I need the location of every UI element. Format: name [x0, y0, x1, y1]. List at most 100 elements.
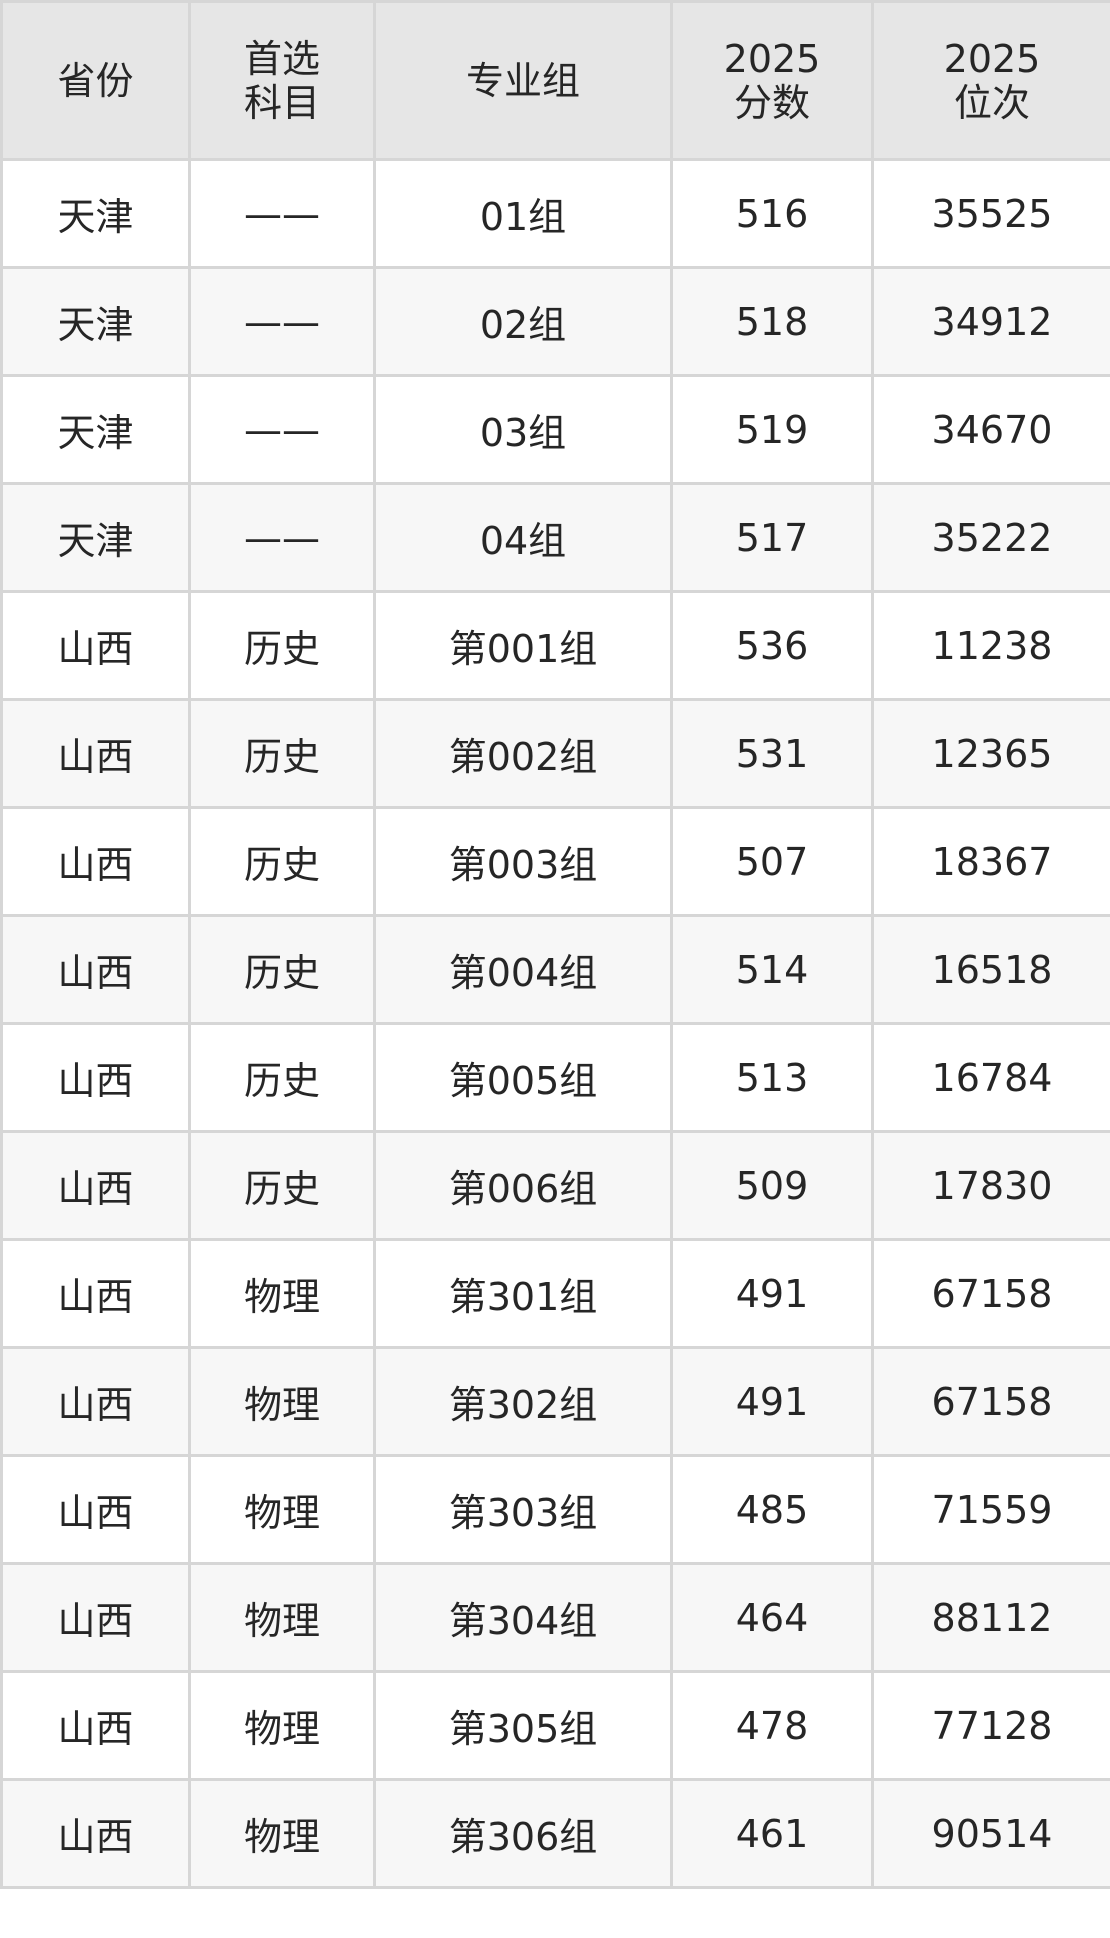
cell-rank: 35222 [871, 482, 1110, 593]
cell-group: 第302组 [373, 1346, 673, 1457]
table-row: 山西 物理 第305组 478 77128 [0, 1670, 1110, 1781]
cell-rank: 17830 [871, 1130, 1110, 1241]
cell-province: 山西 [0, 590, 191, 701]
header-text: 2025 [723, 36, 821, 81]
cell-group: 第006组 [373, 1130, 673, 1241]
cell-province: 山西 [0, 1562, 191, 1673]
cell-subject: 历史 [188, 590, 376, 701]
table-row: 山西 历史 第004组 514 16518 [0, 914, 1110, 1025]
cell-subject: —— [188, 266, 376, 377]
table-row: 山西 历史 第003组 507 18367 [0, 806, 1110, 917]
cell-province: 山西 [0, 1346, 191, 1457]
table-row: 山西 物理 第301组 491 67158 [0, 1238, 1110, 1349]
cell-group: 第005组 [373, 1022, 673, 1133]
cell-subject: 历史 [188, 914, 376, 1025]
header-text: 分数 [733, 80, 810, 125]
cell-subject: 历史 [188, 806, 376, 917]
table-row: 天津 —— 01组 516 35525 [0, 158, 1110, 269]
cell-rank: 34670 [871, 374, 1110, 485]
cell-rank: 34912 [871, 266, 1110, 377]
cell-rank: 88112 [871, 1562, 1110, 1673]
table-row: 山西 物理 第302组 491 67158 [0, 1346, 1110, 1457]
cell-rank: 18367 [871, 806, 1110, 917]
cell-group: 第303组 [373, 1454, 673, 1565]
table-row: 山西 历史 第005组 513 16784 [0, 1022, 1110, 1133]
header-subject: 首选 科目 [188, 0, 376, 161]
header-text: 科目 [243, 80, 320, 125]
cell-group: 第304组 [373, 1562, 673, 1673]
header-text: 省份 [57, 58, 134, 103]
cell-rank: 77128 [871, 1670, 1110, 1781]
cell-province: 山西 [0, 1778, 191, 1889]
cell-score: 478 [670, 1670, 874, 1781]
cell-subject: —— [188, 158, 376, 269]
cell-rank: 16518 [871, 914, 1110, 1025]
cell-score: 507 [670, 806, 874, 917]
table-row: 天津 —— 04组 517 35222 [0, 482, 1110, 593]
cell-subject: 物理 [188, 1670, 376, 1781]
cell-group: 第003组 [373, 806, 673, 917]
cell-province: 天津 [0, 374, 191, 485]
cell-rank: 67158 [871, 1238, 1110, 1349]
cell-score: 517 [670, 482, 874, 593]
cell-score: 464 [670, 1562, 874, 1673]
cell-score: 509 [670, 1130, 874, 1241]
table-row: 天津 —— 02组 518 34912 [0, 266, 1110, 377]
cell-subject: 物理 [188, 1346, 376, 1457]
cell-province: 山西 [0, 1238, 191, 1349]
cell-score: 516 [670, 158, 874, 269]
cell-group: 第301组 [373, 1238, 673, 1349]
cell-subject: 物理 [188, 1454, 376, 1565]
cell-subject: 历史 [188, 1130, 376, 1241]
cell-rank: 35525 [871, 158, 1110, 269]
cell-score: 513 [670, 1022, 874, 1133]
cell-province: 山西 [0, 806, 191, 917]
table-body: 天津 —— 01组 516 35525 天津 —— 02组 518 34912 天津 —— 03组 519… [0, 158, 1110, 1889]
cell-province: 天津 [0, 158, 191, 269]
cell-group: 01组 [373, 158, 673, 269]
cell-province: 山西 [0, 1670, 191, 1781]
table-row: 天津 —— 03组 519 34670 [0, 374, 1110, 485]
header-text: 位次 [953, 80, 1030, 125]
header-text: 专业组 [465, 58, 580, 103]
cell-group: 第004组 [373, 914, 673, 1025]
cell-score: 518 [670, 266, 874, 377]
table-row: 山西 历史 第006组 509 17830 [0, 1130, 1110, 1241]
cell-group: 第306组 [373, 1778, 673, 1889]
cell-score: 536 [670, 590, 874, 701]
header-province: 省份 [0, 0, 191, 161]
cell-group: 03组 [373, 374, 673, 485]
cell-province: 山西 [0, 1022, 191, 1133]
cell-rank: 71559 [871, 1454, 1110, 1565]
cell-rank: 67158 [871, 1346, 1110, 1457]
cell-score: 491 [670, 1346, 874, 1457]
cell-group: 第001组 [373, 590, 673, 701]
table-row: 山西 历史 第002组 531 12365 [0, 698, 1110, 809]
cell-subject: 物理 [188, 1562, 376, 1673]
cell-group: 02组 [373, 266, 673, 377]
header-rank: 2025 位次 [871, 0, 1110, 161]
cell-group: 第305组 [373, 1670, 673, 1781]
table-row: 山西 物理 第306组 461 90514 [0, 1778, 1110, 1889]
cell-rank: 16784 [871, 1022, 1110, 1133]
cell-subject: 物理 [188, 1238, 376, 1349]
cell-rank: 11238 [871, 590, 1110, 701]
table-row: 山西 物理 第303组 485 71559 [0, 1454, 1110, 1565]
cell-rank: 12365 [871, 698, 1110, 809]
header-text: 2025 [943, 36, 1041, 81]
cell-province: 天津 [0, 266, 191, 377]
header-score: 2025 分数 [670, 0, 874, 161]
cell-subject: —— [188, 374, 376, 485]
cell-group: 第002组 [373, 698, 673, 809]
cell-subject: 物理 [188, 1778, 376, 1889]
cell-rank: 90514 [871, 1778, 1110, 1889]
cell-score: 519 [670, 374, 874, 485]
cell-province: 山西 [0, 914, 191, 1025]
cell-score: 514 [670, 914, 874, 1025]
cell-subject: —— [188, 482, 376, 593]
cell-subject: 历史 [188, 698, 376, 809]
cell-province: 山西 [0, 698, 191, 809]
cell-score: 461 [670, 1778, 874, 1889]
cell-province: 山西 [0, 1130, 191, 1241]
table-row: 山西 物理 第304组 464 88112 [0, 1562, 1110, 1673]
